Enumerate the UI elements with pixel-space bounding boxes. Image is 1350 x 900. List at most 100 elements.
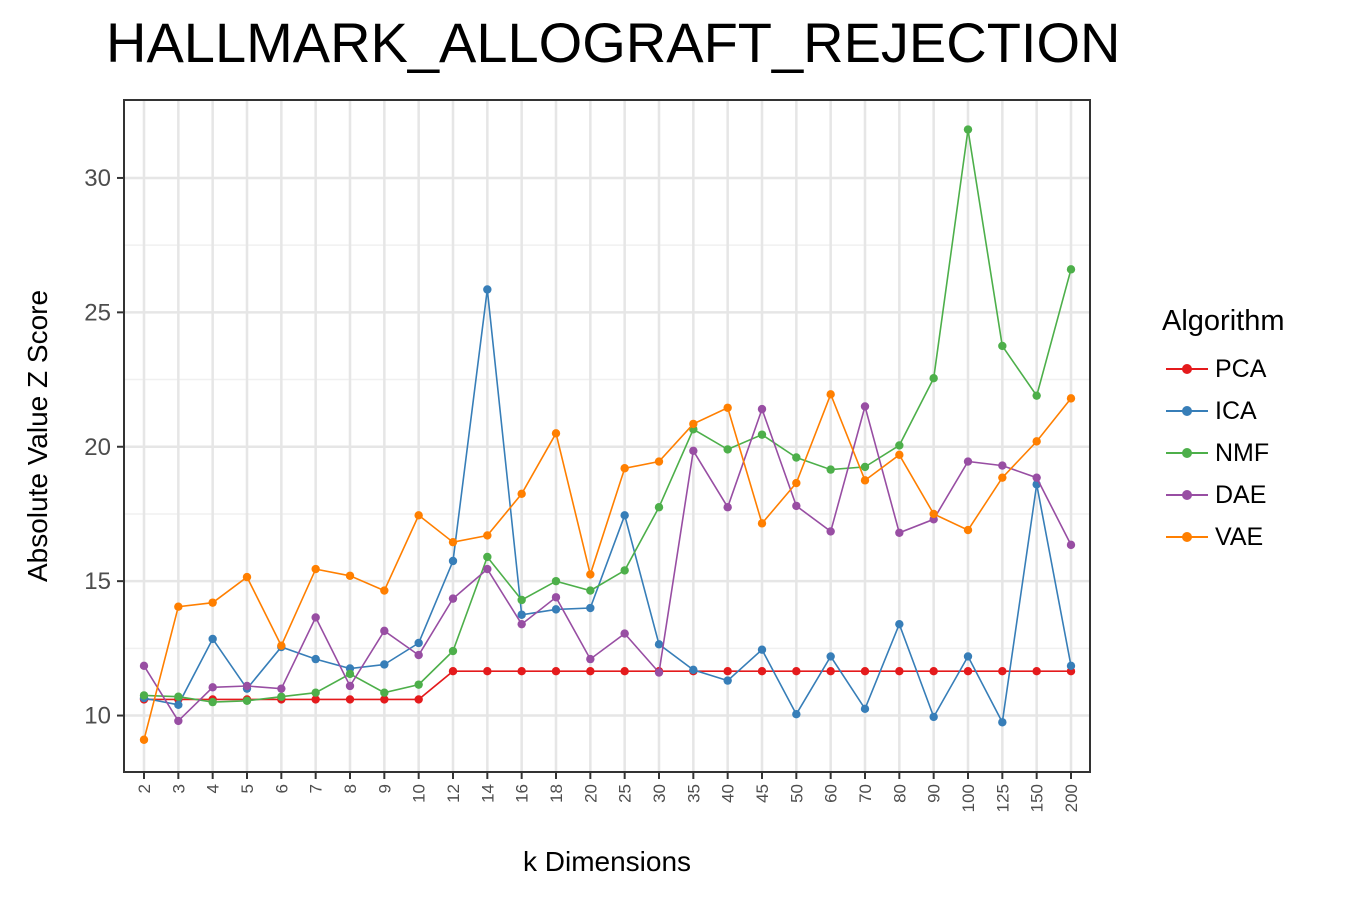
point-pca-7 <box>311 695 320 704</box>
point-vae-14 <box>483 531 492 540</box>
panel-border <box>123 99 1091 773</box>
point-ica-50 <box>792 710 801 719</box>
point-nmf-18 <box>551 576 561 586</box>
point-ica-100 <box>963 652 973 661</box>
point-vae-6 <box>277 641 286 650</box>
point-vae-100 <box>963 525 973 535</box>
point-vae-20 <box>586 570 595 579</box>
point-vae-3 <box>174 602 183 611</box>
point-dae-16 <box>517 619 526 629</box>
point-pca-90 <box>929 667 938 676</box>
point-vae-150 <box>1032 437 1041 446</box>
point-pca-50 <box>792 667 801 676</box>
y-tick-label: 20 <box>84 434 111 461</box>
x-tick-label: 16 <box>513 784 532 803</box>
point-pca-10 <box>414 695 423 704</box>
series-line-vae <box>143 392 1072 740</box>
point-dae-7 <box>311 613 320 622</box>
legend-key-vae <box>1162 516 1212 558</box>
y-tick-label: 15 <box>84 568 111 595</box>
point-dae-3 <box>174 716 183 726</box>
legend-title: Algorithm <box>1162 305 1285 337</box>
x-tick-label: 10 <box>410 784 429 803</box>
x-tick-label: 6 <box>272 784 291 793</box>
point-pca-18 <box>551 667 561 676</box>
x-tick-label: 90 <box>925 784 944 803</box>
point-pca-80 <box>895 667 904 676</box>
point-nmf-3 <box>174 692 183 701</box>
point-pca-8 <box>345 695 355 704</box>
legend-label: PCA <box>1215 354 1267 383</box>
point-ica-20 <box>586 603 595 613</box>
legend-key-pca <box>1162 348 1212 390</box>
point-pca-20 <box>586 667 595 676</box>
point-vae-16 <box>517 489 526 498</box>
point-dae-5 <box>242 681 252 691</box>
x-tick-label: 2 <box>135 784 154 793</box>
point-vae-50 <box>792 478 801 488</box>
x-tick-label: 30 <box>650 784 669 803</box>
legend: Algorithm PCA ICA NMF DAE VAE <box>1162 305 1285 558</box>
point-vae-25 <box>620 464 629 473</box>
point-vae-7 <box>311 564 320 574</box>
point-pca-100 <box>963 667 973 676</box>
point-nmf-5 <box>242 696 252 705</box>
point-ica-4 <box>208 634 217 644</box>
point-nmf-14 <box>483 552 492 562</box>
point-ica-90 <box>929 712 938 722</box>
point-dae-80 <box>895 528 904 537</box>
point-ica-70 <box>860 704 870 714</box>
point-vae-60 <box>826 390 835 399</box>
point-ica-7 <box>311 654 320 664</box>
point-nmf-8 <box>345 669 355 679</box>
x-tick-label: 9 <box>375 784 394 793</box>
point-vae-125 <box>998 473 1007 482</box>
point-vae-35 <box>689 419 698 429</box>
point-nmf-125 <box>998 341 1007 351</box>
legend-label: NMF <box>1215 438 1270 467</box>
point-nmf-45 <box>757 430 767 439</box>
point-vae-70 <box>860 476 870 485</box>
point-ica-14 <box>483 285 492 294</box>
legend-item-vae: VAE <box>1162 516 1285 558</box>
point-dae-40 <box>723 503 732 512</box>
point-pca-16 <box>517 667 526 676</box>
point-dae-50 <box>792 501 801 511</box>
point-pca-150 <box>1032 667 1041 676</box>
point-dae-9 <box>380 626 389 636</box>
legend-item-dae: DAE <box>1162 474 1285 516</box>
point-nmf-12 <box>448 646 458 656</box>
legend-key-ica <box>1162 390 1212 432</box>
point-dae-18 <box>551 593 561 602</box>
point-dae-60 <box>826 527 835 536</box>
y-tick-label: 30 <box>84 165 111 192</box>
point-dae-150 <box>1032 473 1041 482</box>
point-vae-2 <box>139 735 149 744</box>
point-ica-16 <box>517 610 526 619</box>
point-vae-8 <box>345 571 355 580</box>
series-line-ica <box>143 289 1072 725</box>
point-vae-18 <box>551 429 561 438</box>
legend-item-nmf: NMF <box>1162 432 1285 474</box>
x-tick-label: 12 <box>444 784 463 803</box>
point-nmf-40 <box>723 445 732 454</box>
point-dae-35 <box>689 446 698 455</box>
point-nmf-150 <box>1032 391 1041 400</box>
point-pca-9 <box>380 695 389 704</box>
x-tick-label: 3 <box>169 784 188 793</box>
point-dae-2 <box>139 661 149 671</box>
series-line-dae <box>143 403 1072 723</box>
x-axis-label: k Dimensions <box>522 846 692 877</box>
series-line-nmf <box>143 129 1072 703</box>
point-ica-12 <box>448 556 458 566</box>
point-nmf-60 <box>826 465 835 474</box>
legend-label: DAE <box>1215 480 1267 509</box>
point-nmf-90 <box>929 374 938 383</box>
point-ica-3 <box>174 700 183 709</box>
x-tick-label: 25 <box>616 784 635 803</box>
legend-label: VAE <box>1215 522 1264 551</box>
point-pca-125 <box>998 667 1007 676</box>
point-nmf-7 <box>311 688 320 697</box>
legend-items: PCA ICA NMF DAE VAE <box>1162 348 1285 558</box>
y-tick-label: 10 <box>84 703 111 730</box>
